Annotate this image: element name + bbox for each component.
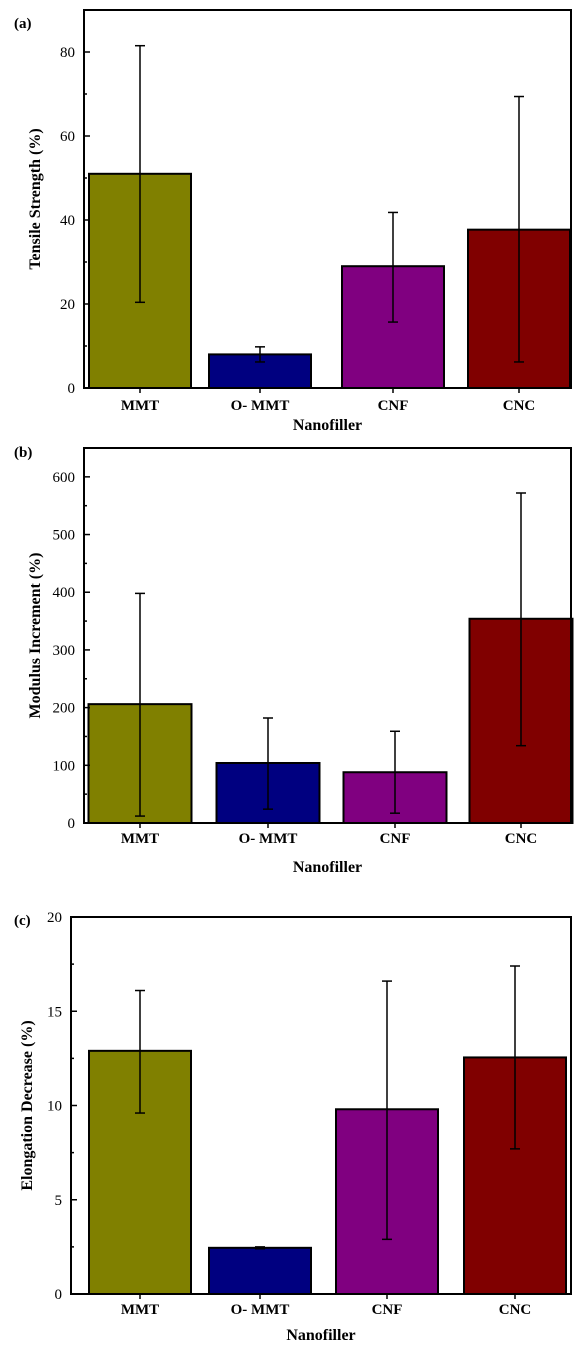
error-bar <box>516 492 526 747</box>
error-bar <box>135 592 145 817</box>
y-tick-label: 100 <box>53 758 76 774</box>
x-tick-label: CNC <box>503 398 536 414</box>
error-bar <box>514 95 524 363</box>
x-tick-label: CNF <box>380 831 411 847</box>
y-tick-label: 400 <box>53 585 76 601</box>
x-tick-label: O- MMT <box>239 831 298 847</box>
bar-o-mmt <box>208 1246 312 1296</box>
y-tick-label: 5 <box>55 1193 63 1209</box>
y-tick-label: 600 <box>53 470 76 486</box>
error-bar <box>382 980 392 1241</box>
y-tick-label: 300 <box>53 643 76 659</box>
plot-frame <box>83 9 572 389</box>
y-tick-label: 60 <box>60 129 75 145</box>
y-tick-label: 0 <box>68 381 76 397</box>
panel-label: (b) <box>14 445 32 461</box>
error-bar <box>255 1246 265 1250</box>
y-tick-label: 10 <box>47 1099 62 1115</box>
error-bar <box>135 989 145 1114</box>
y-tick-label: 200 <box>53 701 76 717</box>
y-axis-title: Modulus Increment (%) <box>27 553 44 719</box>
x-tick-label: O- MMT <box>231 1302 290 1318</box>
error-bar <box>255 346 265 363</box>
error-bar <box>263 717 273 810</box>
y-tick-label: 20 <box>60 297 75 313</box>
error-bar <box>388 211 398 323</box>
x-tick-label: CNF <box>378 398 409 414</box>
error-bar <box>135 44 145 304</box>
x-tick-label: CNC <box>505 831 538 847</box>
chart-panel-2: (b) 0 100 200 300 400 500 600 MMT O- MMT CNF CNC Nan… <box>14 445 574 876</box>
x-tick-label: O- MMT <box>231 398 290 414</box>
x-tick-label: MMT <box>121 1302 159 1318</box>
x-axis-title: Nanofiller <box>293 859 362 876</box>
x-axis-title: Nanofiller <box>286 1327 355 1344</box>
chart-panel-3: (c) 0 5 10 15 20 MMT O- MMT CNF CNC Nanofiller Elon… <box>14 910 572 1344</box>
x-axis-title: Nanofiller <box>293 417 362 434</box>
plot-frame <box>83 447 572 824</box>
y-axis-title: Tensile Strength (%) <box>27 128 44 269</box>
y-tick-label: 0 <box>55 1287 63 1303</box>
y-tick-label: 0 <box>68 816 76 832</box>
y-tick-label: 500 <box>53 528 76 544</box>
chart-panel-1: (a) 0 20 40 60 80 MMT O- MMT CNF CNC Nanofiller Ten… <box>14 9 572 434</box>
x-tick-label: CNF <box>372 1302 403 1318</box>
x-tick-label: MMT <box>121 831 159 847</box>
y-axis-title: Elongation Decrease (%) <box>19 1020 36 1190</box>
y-tick-label: 40 <box>60 213 75 229</box>
panel-label: (c) <box>14 913 31 929</box>
panel-label: (a) <box>14 16 32 32</box>
y-tick-label: 20 <box>47 910 62 926</box>
y-tick-label: 15 <box>47 1004 62 1020</box>
error-bar <box>390 730 400 814</box>
error-bar <box>510 965 520 1150</box>
x-tick-label: CNC <box>499 1302 532 1318</box>
x-tick-label: MMT <box>121 398 159 414</box>
y-tick-label: 80 <box>60 45 75 61</box>
